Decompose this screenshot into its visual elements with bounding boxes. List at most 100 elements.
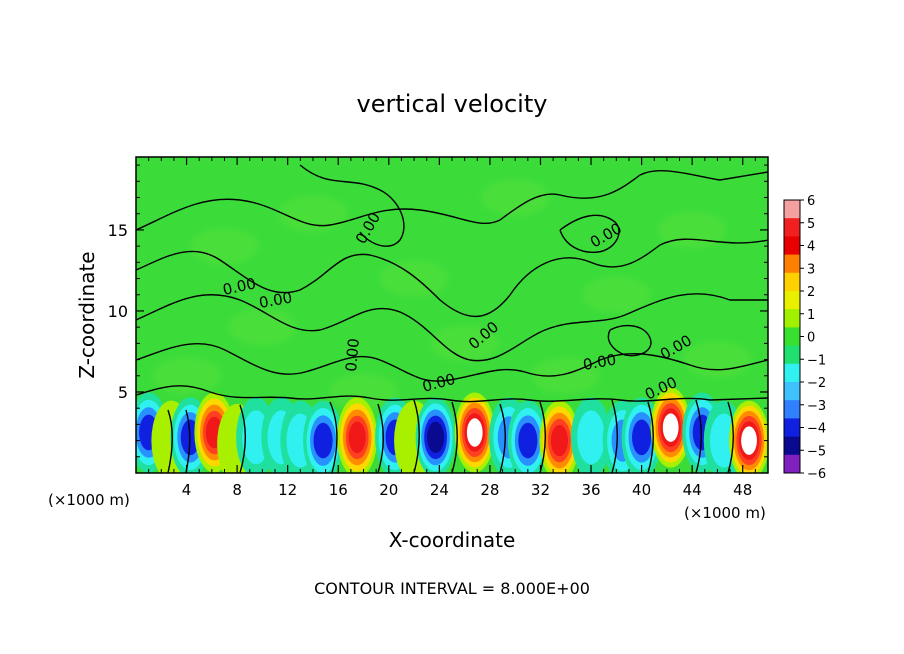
colorbar-label: −6 xyxy=(807,467,826,482)
colorbar-label: 4 xyxy=(807,240,815,255)
downdraft-cell xyxy=(507,400,548,473)
contour-line xyxy=(136,385,768,403)
x-axis-label: X-coordinate xyxy=(389,528,516,552)
field-patch xyxy=(329,373,398,410)
field-patch xyxy=(658,211,727,248)
colorbar-swatch xyxy=(784,454,800,474)
contour-line xyxy=(329,401,338,473)
contour-line xyxy=(299,164,405,247)
y-axis: 5 10 15 xyxy=(108,164,768,458)
velocity-field xyxy=(136,179,768,473)
downdraft-cell xyxy=(303,400,344,473)
contour-line xyxy=(239,404,246,473)
x-tick-label: 16 xyxy=(329,481,348,499)
downdraft-cell xyxy=(415,397,456,473)
downdraft-cell xyxy=(571,397,612,473)
colorbar-label: −2 xyxy=(807,376,826,391)
colorbar-label: −4 xyxy=(807,422,826,437)
colorbar-swatch xyxy=(784,218,800,237)
y-axis-label: Z-coordinate xyxy=(75,251,99,378)
colorbar-swatch xyxy=(784,400,800,419)
contour-line xyxy=(136,170,768,231)
field-patch xyxy=(380,260,449,297)
colorbar-label: 1 xyxy=(807,308,815,323)
y-tick-label: 5 xyxy=(118,383,128,402)
field-patch xyxy=(228,309,297,346)
colorbar-swatch xyxy=(784,200,800,219)
contour-line xyxy=(451,401,458,473)
contour-line xyxy=(559,214,620,253)
contour-label: 0.00 xyxy=(582,350,618,374)
colorbar-swatch xyxy=(784,254,800,274)
contour-line xyxy=(136,342,768,382)
cell-contour-band xyxy=(662,413,679,442)
updraft-cell xyxy=(650,387,691,468)
cell-contour-band xyxy=(313,422,333,459)
cell-contour-band xyxy=(632,419,652,456)
colorbar-swatch xyxy=(784,418,800,438)
cell-contour-band xyxy=(426,421,445,454)
colorbar-swatch xyxy=(784,436,800,456)
contour-labels: 0.00 0.00 0.00 0.00 0.00 0.00 0.00 0.00 … xyxy=(221,209,695,404)
contour-line xyxy=(499,403,506,473)
x-tick-label: 4 xyxy=(182,481,192,499)
field-patch xyxy=(430,325,499,362)
colorbar-label: 6 xyxy=(807,194,815,209)
contour-line xyxy=(647,401,654,473)
colorbar-swatch xyxy=(784,345,800,365)
x-tick-label: 28 xyxy=(480,481,499,499)
colorbar-label: 0 xyxy=(807,331,815,346)
contour-line xyxy=(611,399,618,473)
colorbar-label: 2 xyxy=(807,285,815,300)
x-unit-label-left: (×1000 m) xyxy=(48,491,130,509)
field-patch xyxy=(582,276,651,313)
x-tick-label: 8 xyxy=(232,481,242,499)
cell-contour-band xyxy=(741,426,757,455)
contour-line xyxy=(607,324,652,357)
x-tick-label: 40 xyxy=(632,481,651,499)
colorbar-label: −3 xyxy=(807,399,826,414)
colorbar-swatch xyxy=(784,309,800,328)
contour-label: 0.00 xyxy=(258,288,294,312)
contour-line xyxy=(136,238,768,317)
colorbar-swatch xyxy=(784,382,800,401)
chart-title: vertical velocity xyxy=(357,90,548,118)
colorbar-label: −1 xyxy=(807,353,826,368)
plot-area: 0.00 0.00 0.00 0.00 0.00 0.00 0.00 0.00 … xyxy=(135,156,769,474)
updraft-cell xyxy=(539,400,580,473)
cell-contour-band xyxy=(550,424,569,457)
field-patch xyxy=(278,195,347,232)
cell-contour-band xyxy=(348,421,366,454)
contour-line xyxy=(727,401,734,473)
contour-line xyxy=(167,409,173,473)
contour-line xyxy=(695,399,702,473)
x-tick-label: 32 xyxy=(531,481,550,499)
colorbar-swatch xyxy=(784,236,800,256)
x-tick-label: 12 xyxy=(278,481,297,499)
contour-line xyxy=(539,401,546,473)
cell-contour-band xyxy=(466,418,483,447)
updraft-cell xyxy=(454,392,495,473)
zero-contours xyxy=(136,164,768,473)
colorbar-label: 3 xyxy=(807,262,815,277)
updraft-cell xyxy=(337,397,378,473)
x-unit-label-right: (×1000 m) xyxy=(684,504,766,522)
y-tick-label: 10 xyxy=(108,302,128,321)
updraft-cell xyxy=(729,400,768,473)
contour-label: 0.00 xyxy=(342,338,363,373)
colorbar: 6 5 4 3 2 1 0 −1 −2 −3 −4 −5 −6 xyxy=(783,194,826,482)
cell-contour-band xyxy=(518,422,538,459)
colorbar-swatch xyxy=(784,363,800,383)
x-tick-label: 44 xyxy=(683,481,702,499)
field-patch xyxy=(190,228,259,265)
x-tick-label: 48 xyxy=(733,481,752,499)
y-tick-label: 15 xyxy=(108,221,128,240)
cell-contour-band xyxy=(577,410,605,465)
contour-interval-footer: CONTOUR INTERVAL = 8.000E+00 xyxy=(314,579,590,598)
contour-line xyxy=(413,399,420,473)
x-tick-label: 24 xyxy=(430,481,449,499)
colorbar-swatch xyxy=(784,291,800,310)
x-tick-label: 36 xyxy=(581,481,600,499)
colorbar-label: 5 xyxy=(807,217,815,232)
